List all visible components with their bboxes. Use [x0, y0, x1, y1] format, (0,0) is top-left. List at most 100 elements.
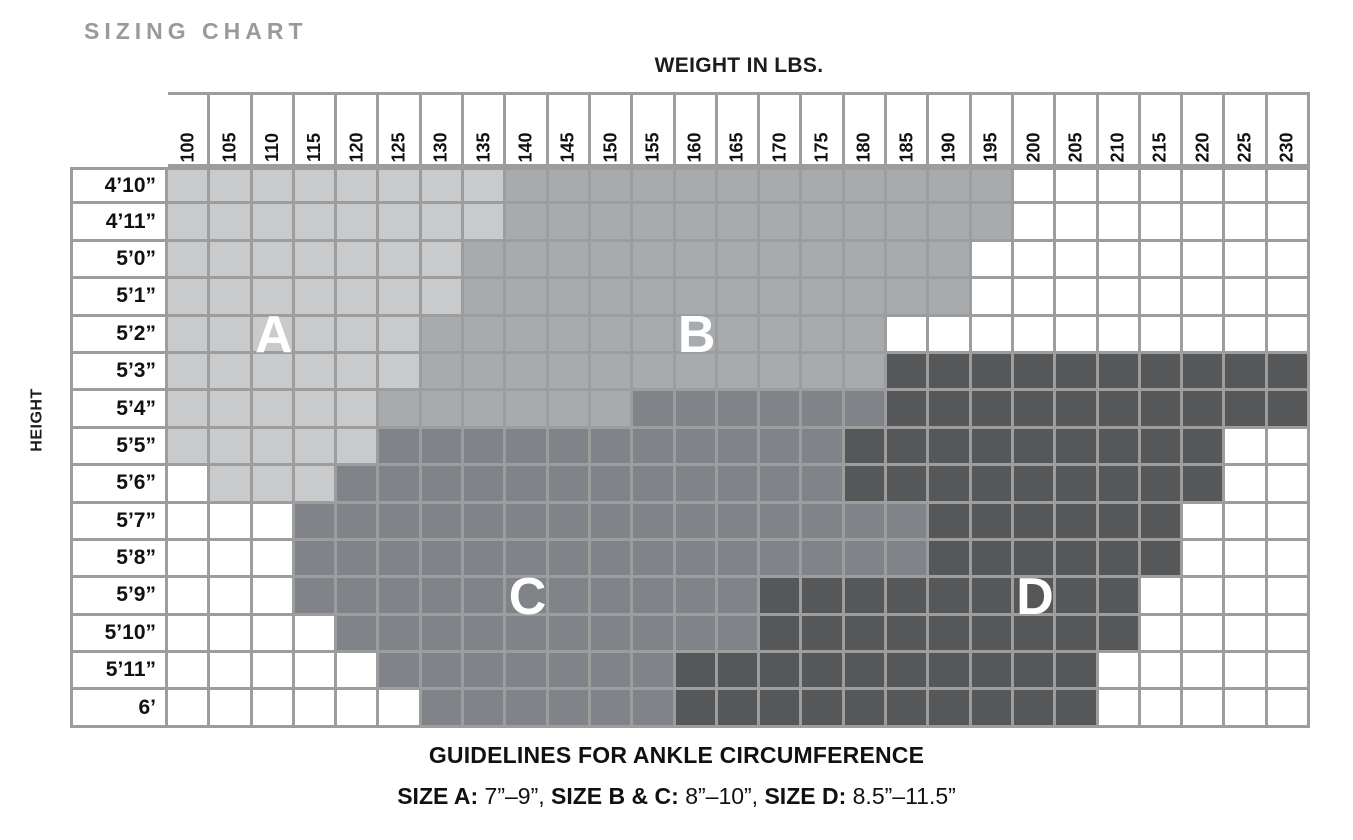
grid-cell-size-c [633, 391, 676, 429]
grid-cell-size-d [971, 690, 1014, 728]
grid-cell-size-b [760, 353, 803, 392]
grid-cell-size-a [337, 167, 380, 205]
grid-cell-size-c [506, 578, 549, 616]
grid-cell-size-a [252, 204, 295, 242]
grid-cell-empty [1140, 578, 1184, 616]
column-header-label: 135 [473, 132, 494, 163]
grid-cell-size-c [421, 615, 465, 654]
grid-cell-size-a [379, 279, 422, 317]
grid-cell-size-b [760, 204, 803, 242]
grid-cell-size-d [675, 690, 718, 728]
column-header-label: 105 [219, 132, 240, 163]
column-header-label: 230 [1276, 132, 1297, 163]
grid-cell-size-a [379, 316, 422, 354]
grid-cell-size-a [210, 279, 253, 317]
grid-cell-empty [1267, 615, 1311, 654]
grid-cell-size-c [844, 540, 888, 579]
grid-cell-empty [1183, 241, 1226, 280]
grid-cell-size-c [590, 615, 634, 654]
grid-cell-empty [1013, 167, 1057, 205]
grid-cell-size-a [252, 391, 295, 429]
grid-cell-size-d [1225, 353, 1268, 392]
grid-cell-size-d [760, 578, 803, 616]
page-title: SIZING CHART [84, 18, 308, 44]
grid-cell-empty [294, 653, 338, 691]
grid-cell-empty [1183, 690, 1226, 728]
grid-cell-size-d [1056, 653, 1099, 691]
grid-cell-size-b [760, 316, 803, 354]
grid-cell-empty [1140, 279, 1184, 317]
grid-cell-size-d [1225, 391, 1268, 429]
grid-cell-size-d [1013, 428, 1057, 467]
grid-cell-empty [1183, 653, 1226, 691]
grid-cell-size-d [760, 653, 803, 691]
grid-cell-size-d [971, 503, 1014, 541]
grid-cell-size-c [379, 540, 422, 579]
row-header-height: 5’9” [70, 578, 168, 616]
column-header-weight: 230 [1267, 92, 1311, 167]
grid-cell-size-d [1013, 503, 1057, 541]
grid-cell-empty [210, 690, 253, 728]
grid-cell-empty [1225, 615, 1268, 654]
grid-cell-size-d [1098, 391, 1141, 429]
grid-cell-size-b [464, 279, 507, 317]
grid-cell-empty [168, 690, 211, 728]
grid-cell-size-b [844, 167, 888, 205]
column-header-weight: 165 [717, 92, 761, 167]
size-a-range: 7”–9”, [478, 783, 552, 809]
grid-cell-size-c [633, 428, 676, 467]
grid-cell-size-c [464, 615, 507, 654]
grid-cell-size-c [337, 578, 380, 616]
grid-cell-size-b [760, 167, 803, 205]
grid-cell-size-a [210, 204, 253, 242]
grid-cell-size-c [548, 615, 591, 654]
grid-cell-size-c [548, 578, 591, 616]
grid-cell-empty [1225, 241, 1268, 280]
column-header-weight: 175 [802, 92, 845, 167]
grid-cell-size-b [379, 391, 422, 429]
grid-cell-size-c [717, 540, 761, 579]
grid-row: 5’5” [70, 428, 1311, 467]
grid-cell-size-d [887, 653, 930, 691]
grid-cell-size-d [760, 615, 803, 654]
grid-cell-size-c [760, 391, 803, 429]
grid-cell-size-d [1013, 653, 1057, 691]
grid-cell-size-b [590, 353, 634, 392]
grid-cell-size-b [506, 316, 549, 354]
column-header-label: 115 [304, 132, 325, 163]
grid-cell-size-a [294, 316, 338, 354]
grid-cell-empty [1225, 167, 1268, 205]
grid-cell-size-a [464, 167, 507, 205]
grid-cell-size-c [294, 503, 338, 541]
grid-cell-size-c [802, 540, 845, 579]
column-header-label: 110 [261, 132, 282, 163]
grid-cell-size-d [887, 466, 930, 504]
grid-cell-size-c [590, 503, 634, 541]
grid-cell-size-d [1056, 353, 1099, 392]
column-header-label: 195 [980, 132, 1001, 163]
grid-cell-size-b [717, 316, 761, 354]
column-header-weight: 225 [1225, 92, 1268, 167]
grid-cell-empty [1267, 241, 1311, 280]
size-bc-label: SIZE B & C: [551, 783, 679, 809]
size-d-range: 8.5”–11.5” [846, 783, 956, 809]
column-header-label: 175 [811, 132, 832, 163]
column-header-weight: 110 [252, 92, 295, 167]
grid-cell-size-d [887, 615, 930, 654]
grid-cell-empty [1225, 540, 1268, 579]
grid-cell-size-c [294, 540, 338, 579]
grid-cell-size-d [1098, 615, 1141, 654]
grid-cell-size-b [844, 279, 888, 317]
grid-cell-size-a [379, 353, 422, 392]
grid-cell-size-b [633, 353, 676, 392]
grid-cell-size-c [717, 466, 761, 504]
grid-cell-size-d [971, 653, 1014, 691]
column-header-label: 120 [346, 132, 367, 163]
grid-cell-size-c [760, 428, 803, 467]
grid-cell-size-b [590, 391, 634, 429]
grid-cell-size-b [760, 279, 803, 317]
grid-cell-size-d [929, 466, 972, 504]
grid-cell-empty [1140, 690, 1184, 728]
grid-row: 4’10” [70, 167, 1311, 205]
grid-cell-empty [210, 503, 253, 541]
